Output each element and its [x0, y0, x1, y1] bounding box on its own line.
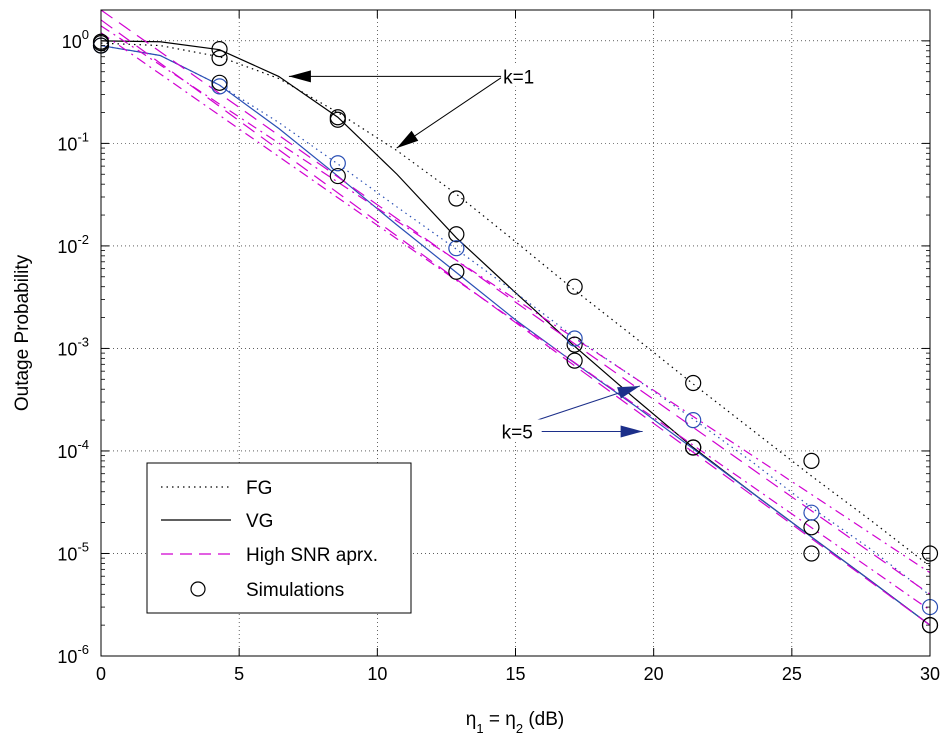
simulation-marker: [211, 74, 228, 91]
annotation-label-bg: [499, 419, 542, 442]
x-tick-label: 25: [782, 664, 802, 684]
axis-ticks: [100, 10, 931, 657]
simulation-marker: [211, 49, 228, 67]
simulation-marker: [448, 190, 465, 207]
y-tick-label: 10-1: [57, 129, 89, 154]
legend-label-vg: VG: [246, 511, 273, 532]
simulation-marker: [685, 411, 702, 429]
simulation-marker: [329, 155, 346, 172]
simulation-markers: [92, 33, 939, 634]
legend-swatch-simulations: [190, 581, 206, 597]
annotation-arrow-head: [617, 386, 640, 399]
simulation-marker: [803, 545, 820, 562]
simulation-marker: [566, 336, 583, 353]
simulation-marker: [329, 109, 346, 126]
annotation-arrow-head: [288, 70, 311, 83]
series-k5-dotted-line: [101, 44, 930, 596]
annotation-arrow-head: [620, 425, 643, 438]
y-axis-label: Outage Probability: [12, 254, 33, 411]
y-tick-labels: 100 10-1 10-2 10-3 10-4 10-5 10-6: [57, 27, 89, 667]
x-tick-label: 0: [96, 664, 106, 684]
annotation-arrow-head: [396, 130, 419, 149]
simulation-marker: [448, 226, 465, 243]
x-axis-label: η1 = η2 (dB): [466, 709, 564, 735]
x-tick-label: 5: [234, 664, 244, 684]
y-tick-label: 10-5: [57, 539, 89, 564]
simulation-marker: [211, 41, 228, 58]
annotation-label: k=1: [503, 67, 534, 88]
simulation-marker: [211, 78, 228, 95]
y-tick-label: 100: [62, 27, 89, 52]
x-tick-label: 20: [644, 664, 664, 684]
x-tick-labels: 0 5 10 15 20 25 30: [96, 664, 940, 684]
y-tick-label: 10-4: [57, 437, 89, 462]
series-k5-dashed-line: [101, 19, 930, 626]
y-tick-label: 10-2: [57, 232, 89, 257]
annotations: k=1 k=5: [288, 64, 643, 443]
simulation-marker: [566, 330, 583, 347]
simulation-marker: [566, 278, 583, 295]
simulation-marker: [803, 504, 820, 521]
legend-label-high-snr: High SNR aprx.: [246, 545, 378, 566]
simulation-marker: [685, 439, 702, 456]
series-k1-dashed-line: [101, 10, 930, 595]
annotation-label-bg: [501, 64, 544, 87]
x-tick-label: 15: [505, 664, 525, 684]
legend-label-fg: FG: [246, 478, 272, 499]
legend: FG VG High SNR aprx. Simulations: [146, 462, 412, 614]
annotation-label: k=5: [502, 422, 533, 443]
y-tick-label: 10-6: [57, 642, 89, 667]
x-tick-label: 10: [367, 664, 387, 684]
series-k5-solid-line: [101, 44, 930, 626]
simulation-marker: [566, 352, 583, 369]
legend-label-simulations: Simulations: [246, 580, 344, 601]
y-tick-label: 10-3: [57, 334, 89, 359]
simulation-marker: [448, 240, 465, 257]
series-k5-dashdot-line: [101, 32, 930, 611]
x-tick-label: 30: [920, 664, 940, 684]
simulation-marker: [329, 167, 346, 185]
simulation-marker: [685, 374, 702, 392]
series-layer: [101, 10, 930, 626]
simulation-marker: [803, 452, 820, 469]
simulation-marker: [448, 263, 465, 280]
